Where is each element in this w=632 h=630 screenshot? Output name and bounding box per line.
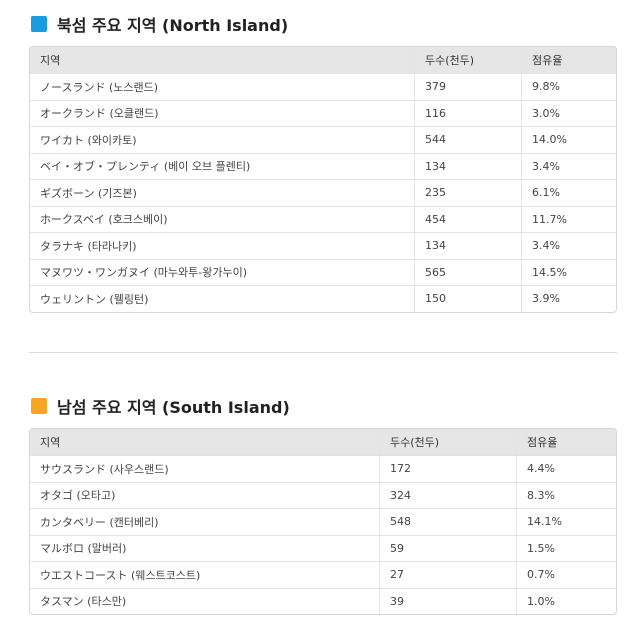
count-cell: 565: [414, 259, 521, 285]
region-cell: タラナキ (타라나키): [40, 239, 137, 253]
region-cell: カンタベリー (캔터베리): [40, 515, 159, 529]
table-row: ギズボーン (기즈본) 235 6.1%: [30, 179, 616, 206]
share-cell: 4.4%: [516, 456, 616, 482]
column-header-share: 점유율: [516, 429, 616, 455]
region-cell: マルボロ (말버러): [40, 542, 127, 556]
share-cell: 14.5%: [521, 259, 616, 285]
column-header-count: 두수(천두): [414, 47, 521, 73]
share-cell: 9.8%: [521, 74, 616, 100]
share-cell: 1.0%: [516, 588, 616, 614]
region-cell: ノースランド (노스랜드): [40, 80, 159, 94]
orange-square-icon: [31, 398, 47, 414]
north-island-section: 북섬 주요 지역 (North Island) 지역 두수(천두) 점유율 ノー…: [29, 10, 617, 313]
share-cell: 0.7%: [516, 562, 616, 588]
column-header-count: 두수(천두): [379, 429, 516, 455]
table-row: ウェリントン (웰링턴) 150 3.9%: [30, 285, 616, 312]
north-island-table: 지역 두수(천두) 점유율 ノースランド (노스랜드) 379 9.8% オーク…: [29, 46, 617, 313]
count-cell: 59: [379, 535, 516, 561]
region-cell: ウェリントン (웰링턴): [40, 292, 149, 306]
table-header-row: 지역 두수(천두) 점유율: [30, 429, 616, 455]
table-row: ホークスベイ (호크스베이) 454 11.7%: [30, 205, 616, 232]
share-cell: 3.4%: [521, 153, 616, 179]
count-cell: 544: [414, 127, 521, 153]
share-cell: 14.0%: [521, 127, 616, 153]
share-cell: 11.7%: [521, 206, 616, 232]
share-cell: 6.1%: [521, 180, 616, 206]
region-cell: オークランド (오클랜드): [40, 107, 159, 121]
table-row: オークランド (오클랜드) 116 3.0%: [30, 99, 616, 126]
region-cell: オタゴ (오타고): [40, 489, 116, 503]
count-cell: 379: [414, 74, 521, 100]
count-cell: 39: [379, 588, 516, 614]
count-cell: 324: [379, 482, 516, 508]
south-island-title: 남섬 주요 지역 (South Island): [57, 398, 290, 417]
table-row: カンタベリー (캔터베리) 548 14.1%: [30, 508, 616, 535]
table-row: タスマン (타스만) 39 1.0%: [30, 587, 616, 614]
table-row: マヌワツ・ワンガヌイ (마누와투-왕가누이) 565 14.5%: [30, 258, 616, 285]
count-cell: 150: [414, 286, 521, 312]
count-cell: 134: [414, 233, 521, 259]
share-cell: 3.0%: [521, 100, 616, 126]
count-cell: 235: [414, 180, 521, 206]
region-cell: ホークスベイ (호크스베이): [40, 213, 168, 227]
region-cell: マヌワツ・ワンガヌイ (마누와투-왕가누이): [40, 266, 248, 280]
blue-square-icon: [31, 16, 47, 32]
table-row: ワイカト (와이카토) 544 14.0%: [30, 126, 616, 153]
region-cell: ギズボーン (기즈본): [40, 186, 137, 200]
column-header-region: 지역: [40, 54, 61, 67]
column-header-region: 지역: [40, 436, 61, 449]
table-row: マルボロ (말버러) 59 1.5%: [30, 534, 616, 561]
north-island-heading: 북섬 주요 지역 (North Island): [29, 10, 617, 38]
table-row: タラナキ (타라나키) 134 3.4%: [30, 232, 616, 259]
south-island-section: 남섬 주요 지역 (South Island) 지역 두수(천두) 점유율 サウ…: [29, 392, 617, 615]
table-row: ウエストコースト (웨스트코스트) 27 0.7%: [30, 561, 616, 588]
count-cell: 27: [379, 562, 516, 588]
share-cell: 3.9%: [521, 286, 616, 312]
region-cell: ワイカト (와이카토): [40, 133, 137, 147]
region-cell: ウエストコースト (웨스트코스트): [40, 568, 201, 582]
table-header-row: 지역 두수(천두) 점유율: [30, 47, 616, 73]
share-cell: 8.3%: [516, 482, 616, 508]
count-cell: 548: [379, 509, 516, 535]
count-cell: 172: [379, 456, 516, 482]
share-cell: 14.1%: [516, 509, 616, 535]
count-cell: 454: [414, 206, 521, 232]
north-island-title: 북섬 주요 지역 (North Island): [57, 16, 289, 35]
region-cell: ベイ・オブ・プレンティ (베이 오브 플렌티): [40, 160, 251, 174]
count-cell: 134: [414, 153, 521, 179]
share-cell: 3.4%: [521, 233, 616, 259]
region-cell: タスマン (타스만): [40, 595, 127, 609]
region-cell: サウスランド (사우스랜드): [40, 462, 169, 476]
table-row: オタゴ (오타고) 324 8.3%: [30, 481, 616, 508]
table-row: サウスランド (사우스랜드) 172 4.4%: [30, 455, 616, 482]
count-cell: 116: [414, 100, 521, 126]
south-island-heading: 남섬 주요 지역 (South Island): [29, 392, 617, 420]
table-row: ノースランド (노스랜드) 379 9.8%: [30, 73, 616, 100]
share-cell: 1.5%: [516, 535, 616, 561]
table-row: ベイ・オブ・プレンティ (베이 오브 플렌티) 134 3.4%: [30, 152, 616, 179]
south-island-table: 지역 두수(천두) 점유율 サウスランド (사우스랜드) 172 4.4% オタ…: [29, 428, 617, 615]
column-header-share: 점유율: [521, 47, 616, 73]
section-divider: [29, 352, 617, 353]
